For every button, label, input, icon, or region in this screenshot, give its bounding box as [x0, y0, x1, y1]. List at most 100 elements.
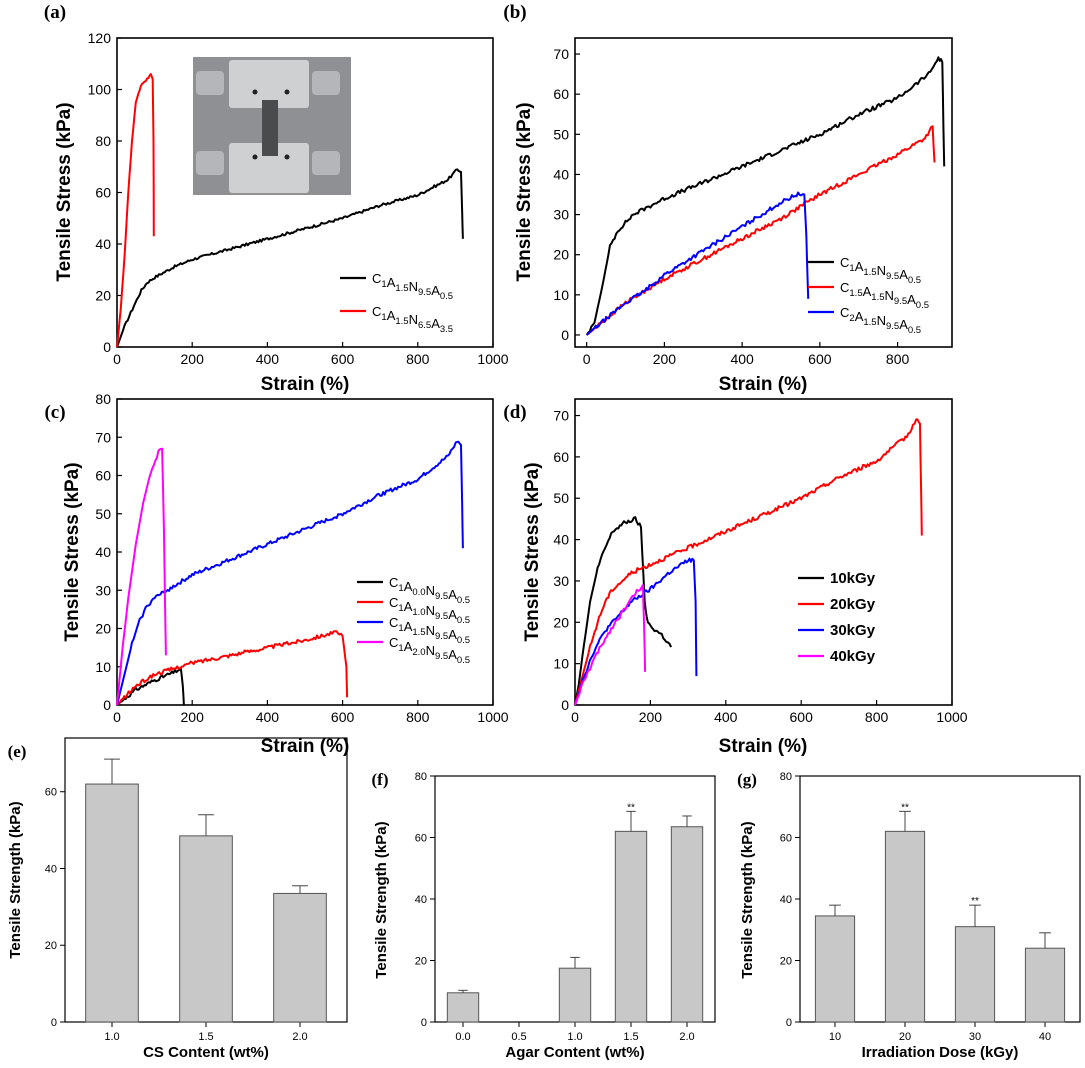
y-tick-label: 60 — [95, 185, 111, 201]
legend-letter: A — [448, 627, 457, 642]
x-tick-label: 30 — [969, 1031, 981, 1043]
series-line-c-2 — [116, 440, 464, 706]
legend-subscript: 0.0 — [412, 587, 425, 598]
panel-label: (d) — [503, 402, 526, 423]
legend-letter: C — [372, 271, 381, 286]
x-tick-label: 600 — [331, 351, 355, 367]
y-tick-label: 30 — [553, 573, 569, 589]
legend-subscript: 3.5 — [440, 324, 453, 335]
legend-letter: C — [389, 635, 398, 650]
legend-letter: A — [855, 309, 864, 324]
x-tick-label: 0 — [113, 351, 121, 367]
x-tick-label: 0.5 — [511, 1031, 526, 1043]
bolt-icon — [252, 89, 258, 95]
legend-letter: N — [426, 623, 435, 638]
bar — [446, 992, 480, 1023]
x-tick-label: 2.0 — [679, 1031, 694, 1043]
significance-mark: ** — [901, 802, 909, 813]
y-tick-label: 0 — [103, 697, 111, 713]
y-tick-label: 60 — [415, 833, 427, 845]
legend-letter: A — [404, 579, 413, 594]
legend-subscript: 1 — [381, 312, 386, 323]
x-tick-label: 400 — [730, 351, 754, 367]
legend-subscript: 1 — [849, 263, 854, 274]
y-tick-label: 40 — [95, 544, 111, 560]
legend-label: 40kGy — [830, 648, 876, 665]
y-tick-label: 0 — [786, 1017, 792, 1029]
x-tick-label: 10 — [829, 1031, 841, 1043]
x-tick-label: 0 — [113, 709, 121, 725]
x-tick-label: 400 — [256, 351, 280, 367]
x-tick-label: 0 — [583, 351, 591, 367]
legend-letter: N — [877, 313, 886, 328]
series-line-c-3 — [116, 447, 167, 706]
legend-label: C1A1.5N9.5A0.5 — [389, 615, 470, 646]
legend-label: 10kGy — [830, 570, 876, 587]
legend-subscript: 1 — [398, 583, 403, 594]
y-tick-label: 0 — [561, 697, 569, 713]
legend-subscript: 2.0 — [412, 647, 425, 658]
legend-subscript: 9.5 — [418, 287, 431, 298]
x-axis-title: CS Content (wt%) — [143, 1044, 269, 1061]
legend-letter: A — [899, 267, 908, 282]
y-axis-title: Tensile Stress (kPa) — [62, 462, 83, 641]
legend-subscript: 1.0 — [412, 607, 425, 618]
x-tick-label: 200 — [653, 351, 677, 367]
y-tick-label: 20 — [95, 621, 111, 637]
legend-subscript: 0.5 — [457, 595, 470, 606]
legend-subscript: 9.5 — [886, 321, 899, 332]
series-line-b-2 — [586, 191, 810, 336]
legend-subscript: 6.5 — [418, 320, 431, 331]
legend-letter: C — [389, 615, 398, 630]
y-axis-title: Tensile Strength (kPa) — [7, 801, 24, 958]
x-tick-label: 20 — [899, 1031, 911, 1043]
legend-letter: C — [389, 595, 398, 610]
x-tick-label: 600 — [808, 351, 832, 367]
y-tick-label: 100 — [88, 82, 112, 98]
y-tick-label: 50 — [95, 506, 111, 522]
significance-mark: ** — [627, 802, 635, 813]
significance-mark: ** — [971, 896, 979, 907]
x-tick-label: 0 — [571, 709, 579, 725]
sample-strip — [262, 100, 278, 156]
legend-subscript: 1.5 — [412, 627, 425, 638]
legend-letter: A — [448, 607, 457, 622]
legend-label: C1A2.0N9.5A0.5 — [389, 635, 470, 666]
bar — [814, 915, 856, 1023]
y-tick-label: 60 — [780, 833, 792, 845]
y-tick-label: 80 — [95, 133, 111, 149]
bar — [273, 892, 327, 1023]
legend-subscript: 9.5 — [435, 651, 448, 662]
panel-label: (a) — [44, 2, 66, 23]
clamp-knob — [312, 151, 340, 175]
legend-letter: C — [840, 280, 849, 295]
legend-letter: A — [431, 283, 440, 298]
y-tick-label: 60 — [553, 86, 569, 102]
bar — [1024, 947, 1066, 1023]
legend-label: C2A1.5N9.5A0.5 — [840, 305, 921, 336]
y-tick-label: 60 — [45, 787, 57, 799]
panel-d: 0 200 400 600 800 1000 0 10 20 30 40 50 60 70 10kGy 20k… — [503, 398, 968, 757]
legend-letter: A — [855, 259, 864, 274]
legend-subscript: 1.5 — [849, 288, 862, 299]
y-tick-label: 120 — [88, 30, 112, 46]
y-tick-label: 70 — [553, 46, 569, 62]
y-tick-label: 20 — [95, 288, 111, 304]
x-tick-label: 800 — [406, 351, 430, 367]
y-tick-label: 0 — [561, 327, 569, 343]
bolt-icon — [284, 154, 290, 160]
y-tick-label: 20 — [553, 247, 569, 263]
x-axis-title: Strain (%) — [719, 736, 808, 757]
legend-letter: A — [387, 275, 396, 290]
legend-subscript: 9.5 — [435, 611, 448, 622]
series-line-b-0 — [585, 56, 946, 336]
y-tick-label: 0 — [103, 339, 111, 355]
y-tick-label: 40 — [780, 894, 792, 906]
y-tick-label: 40 — [553, 166, 569, 182]
series-line-d-3 — [574, 584, 647, 706]
clamp-knob — [312, 71, 340, 95]
legend-subscript: 1.5 — [871, 292, 884, 303]
x-tick-label: 200 — [181, 351, 205, 367]
y-tick-label: 70 — [553, 408, 569, 424]
